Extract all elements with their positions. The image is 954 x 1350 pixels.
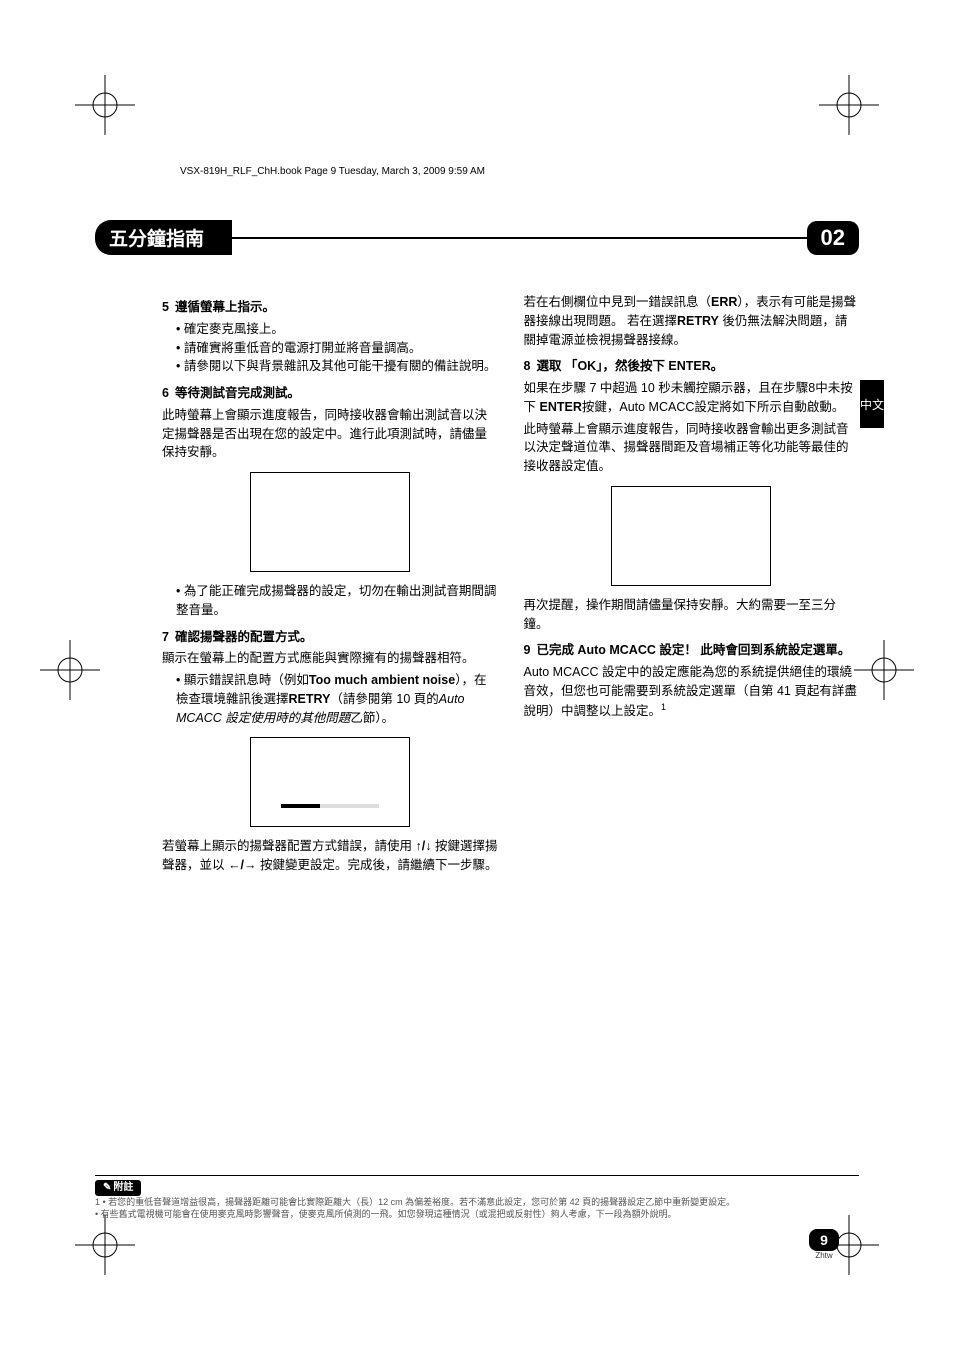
chapter-bar: 五分鐘指南 02: [95, 220, 859, 255]
step8-body2: 此時螢幕上會顯示進度報告，同時接收器會輸出更多測試音以決定聲道位準、揚聲器間距及…: [524, 420, 860, 476]
step7-b1-bold: Too much ambient noise: [309, 673, 455, 687]
step9-body-pre: Auto MCACC 設定中的設定應能為您的系統提供絕佳的環繞音效，但您也可能需…: [524, 665, 857, 718]
notes-section: 附註 1 • 若您的重低音聲道增益很高，揚聲器距離可能會比實際距離大（長）12 …: [95, 1175, 859, 1220]
note-2: • 有些舊式電視機可能會在使用麥克風時影響聲音，使麥克風所偵測的一飛。如您發現這…: [95, 1208, 859, 1220]
step7-b1-post: （請參閱第 10 頁的: [330, 692, 438, 706]
page-language-code: Zhtw: [809, 1251, 839, 1260]
progress-bar: [281, 804, 379, 808]
step6-screen-illustration: [250, 472, 410, 572]
step8-body: 如果在步驟 7 中超過 10 秒未觸控顯示器，且在步驟8中未按下 ENTER按鍵…: [524, 379, 860, 417]
page-number-box: 9 Zhtw: [809, 1229, 839, 1260]
step-number: 9: [524, 643, 531, 657]
left-column: 5 遵循螢幕上指示。 確定麥克風接上。 請確實將重低音的電源打開並將音量調高。 請…: [162, 290, 498, 878]
step5-title: 5 遵循螢幕上指示。: [162, 298, 498, 317]
step5-bullet1: 確定麥克風接上。: [176, 320, 498, 339]
crop-mark-mr: [854, 640, 914, 700]
step6-title: 6 等待測試音完成測試。: [162, 384, 498, 403]
step6-heading: 等待測試音完成測試。: [175, 386, 300, 400]
step7-b1-pre: 顯示錯誤訊息時（例如: [184, 673, 309, 687]
step-number: 8: [524, 359, 531, 373]
step8-title: 8 選取 「OK」，然後按下 ENTER。: [524, 357, 860, 376]
left-right-arrows: ←/→: [228, 858, 256, 872]
step7-screen-illustration: [250, 737, 410, 827]
step5-bullets: 確定麥克風接上。 請確實將重低音的電源打開並將音量調高。 請參閱以下與背景雜訊及…: [176, 320, 498, 376]
crop-mark-ml: [40, 640, 100, 700]
page-number: 9: [809, 1229, 839, 1251]
right-column: 若在右側欄位中見到一錯誤訊息（ERR），表示有可能是揚聲器接線出現問題。 若在選…: [524, 290, 860, 878]
note-1: 1 • 若您的重低音聲道增益很高，揚聲器距離可能會比實際距離大（長）12 cm …: [95, 1196, 859, 1208]
step6-bullets: 為了能正確完成揚聲器的設定，切勿在輸出測試音期間調整音量。: [176, 582, 498, 620]
notes-label: 附註: [95, 1180, 141, 1196]
crop-mark-tl: [75, 75, 135, 135]
step7-body2: 若螢幕上顯示的揚聲器配置方式錯誤，請使用 ↑/↓ 按鍵選擇揚聲器，並以 ←/→ …: [162, 837, 498, 875]
chapter-title: 五分鐘指南: [95, 220, 232, 255]
step5-bullet2: 請確實將重低音的電源打開並將音量調高。: [176, 339, 498, 358]
r1-retry: RETRY: [677, 314, 719, 328]
language-side-tab: 中文: [860, 380, 884, 428]
step8-heading: 選取 「OK」，然後按下 ENTER。: [536, 359, 723, 373]
step-number: 5: [162, 300, 169, 314]
step8-enter: ENTER: [539, 400, 581, 414]
step9-title: 9 已完成 Auto MCACC 設定！ 此時會回到系統設定選單。: [524, 641, 860, 660]
step7-b1-end: 乙節）。: [350, 711, 394, 725]
crop-mark-tr: [819, 75, 879, 135]
step7-bullet1: 顯示錯誤訊息時（例如Too much ambient noise），在檢查環境雜…: [176, 671, 498, 727]
step7-bullets: 顯示錯誤訊息時（例如Too much ambient noise），在檢查環境雜…: [176, 671, 498, 727]
step7-title: 7 確認揚聲器的配置方式。: [162, 628, 498, 647]
chapter-rule: [232, 237, 807, 239]
step9-body: Auto MCACC 設定中的設定應能為您的系統提供絕佳的環繞音效，但您也可能需…: [524, 663, 860, 720]
step-number: 7: [162, 630, 169, 644]
up-down-arrows: ↑/↓: [415, 839, 431, 853]
step5-bullet3: 請參閱以下與背景雜訊及其他可能干擾有關的備註說明。: [176, 357, 498, 376]
chapter-number: 02: [807, 221, 859, 255]
step7-body2-pre: 若螢幕上顯示的揚聲器配置方式錯誤，請使用: [162, 839, 415, 853]
step7-b1-bold2: RETRY: [289, 692, 331, 706]
crop-mark-bl: [75, 1215, 135, 1275]
r1-pre: 若在右側欄位中見到一錯誤訊息（: [524, 295, 712, 309]
step7-body2-post: 按鍵變更設定。完成後，請繼續下一步驟。: [256, 858, 497, 872]
progress-fill: [281, 804, 320, 808]
r1-err: ERR: [711, 295, 737, 309]
content-columns: 5 遵循螢幕上指示。 確定麥克風接上。 請確實將重低音的電源打開並將音量調高。 請…: [162, 290, 859, 878]
step8-body-post: 按鍵，Auto MCACC設定將如下所示自動啟動。: [582, 400, 845, 414]
step9-heading: 已完成 Auto MCACC 設定！ 此時會回到系統設定選單。: [536, 643, 850, 657]
footnote-ref-1: 1: [661, 702, 666, 712]
step5-heading: 遵循螢幕上指示。: [175, 300, 275, 314]
step7-heading: 確認揚聲器的配置方式。: [175, 630, 313, 644]
step8-body3: 再次提醒，操作期間請儘量保持安靜。大約需要一至三分鐘。: [524, 596, 860, 634]
book-header-line: VSX-819H_RLF_ChH.book Page 9 Tuesday, Ma…: [180, 166, 485, 177]
step-number: 6: [162, 386, 169, 400]
r1-text: 若在右側欄位中見到一錯誤訊息（ERR），表示有可能是揚聲器接線出現問題。 若在選…: [524, 293, 860, 349]
step6-bullet1: 為了能正確完成揚聲器的設定，切勿在輸出測試音期間調整音量。: [176, 582, 498, 620]
side-tab-label: 中文: [860, 396, 884, 413]
step6-body: 此時螢幕上會顯示進度報告，同時接收器會輸出測試音以決定揚聲器是否出現在您的設定中…: [162, 406, 498, 462]
step7-body: 顯示在螢幕上的配置方式應能與實際擁有的揚聲器相符。: [162, 649, 498, 668]
step8-screen-illustration: [611, 486, 771, 586]
